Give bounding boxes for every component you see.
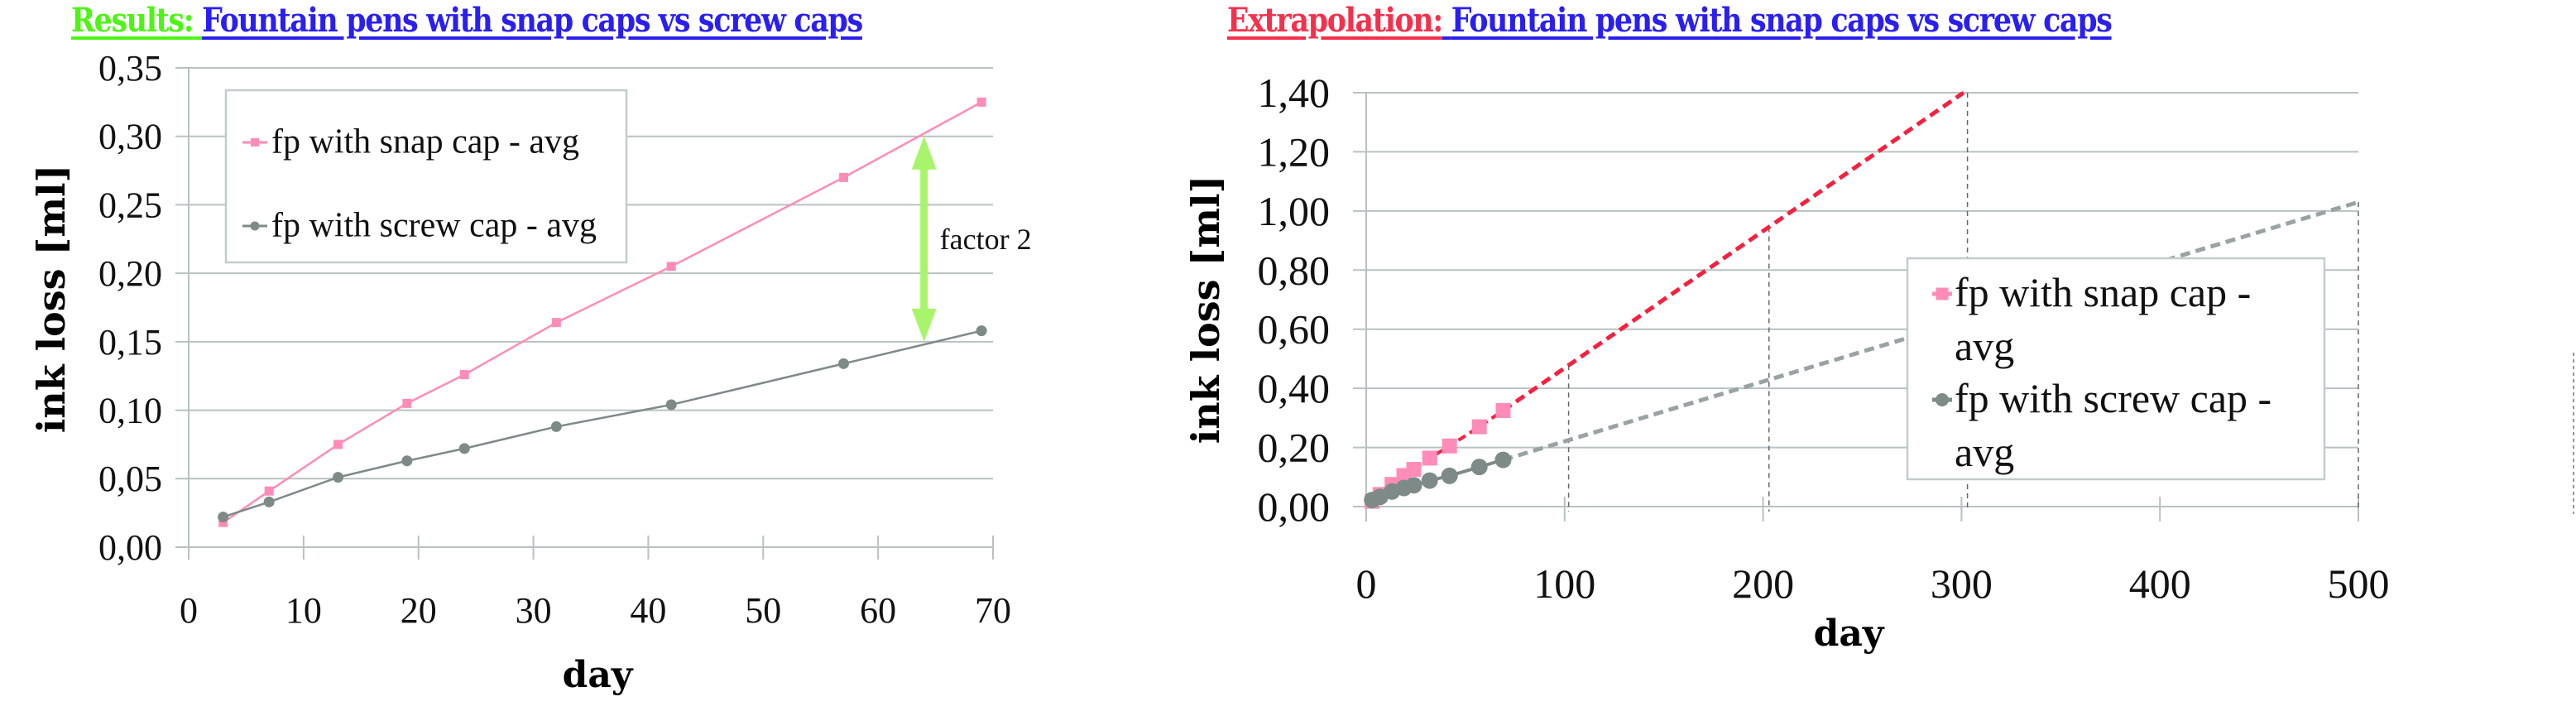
legend-label: fp with snap cap - avg	[271, 123, 579, 161]
x-tick-label: 20	[401, 590, 437, 631]
x-axis-title: day	[1814, 613, 1885, 655]
y-axis-title: ink loss [ml]	[29, 165, 74, 433]
screw-data-point	[1405, 477, 1422, 494]
legend-label: fp with screw cap - avg	[271, 207, 597, 245]
y-tick-label: 0,05	[98, 459, 162, 499]
x-tick-label: 300	[1931, 560, 1993, 607]
y-tick-label: 1,00	[1258, 188, 1331, 234]
x-tick-label: 10	[285, 590, 322, 631]
x-tick-label: 100	[1533, 560, 1595, 607]
legend-box	[224, 89, 628, 264]
factor-annotation-label: factor 2	[940, 223, 1032, 256]
screw-data-point	[333, 472, 344, 483]
legend-screw-marker-icon	[1936, 393, 1949, 406]
snap-data-point	[333, 440, 343, 449]
snap-data-point	[1406, 462, 1422, 477]
legend-label-line1: fp with screw cap -	[1955, 375, 2271, 421]
snap-extrapolation-line	[1502, 90, 1965, 412]
y-tick-label: 0,15	[98, 322, 162, 363]
x-tick-label: 50	[745, 590, 781, 631]
extrapolation-chart: 0,00 0,20 0,40 0,60 0,80 1,00 1,20 1,40 0 100 200 3…	[1183, 70, 2389, 655]
snap-data-point	[838, 172, 848, 182]
legend-screw-marker-icon	[250, 221, 260, 231]
snap-data-point	[1471, 419, 1487, 435]
legend: fp with snap cap - avg fp with screw cap -…	[1906, 257, 2326, 481]
legend-label-line1: fp with snap cap -	[1955, 269, 2251, 315]
screw-data-point	[218, 512, 229, 523]
screw-data-point	[550, 420, 562, 432]
y-tick-label: 1,20	[1258, 128, 1331, 175]
y-tick-label: 0,00	[98, 527, 162, 568]
snap-data-point	[666, 262, 676, 272]
y-tick-label: 0,40	[1258, 365, 1331, 411]
y-tick-label: 0,80	[1258, 247, 1331, 293]
screw-data-point	[1470, 459, 1488, 476]
screw-data-point	[1421, 472, 1438, 489]
legend-label-line2: avg	[1955, 323, 2014, 369]
y-tick-label: 0,10	[98, 391, 162, 431]
x-tick-label: 0	[1356, 560, 1377, 607]
legend-snap-marker-icon	[1936, 287, 1949, 300]
factor-arrow-head-down	[911, 308, 937, 342]
x-tick-label: 70	[975, 590, 1011, 631]
x-axis-title: day	[563, 654, 634, 696]
screw-data-point	[837, 358, 849, 369]
extrapolation-title-main: Fountain pens with snap caps vs screw ca…	[1451, 1, 2113, 40]
snap-data-point	[459, 370, 469, 380]
extrapolation-title-prefix: Extrapolation:	[1227, 1, 1443, 40]
y-tick-label: 1,40	[1258, 70, 1331, 116]
x-tick-label: 60	[860, 590, 896, 631]
y-tick-label: 0,20	[1258, 425, 1331, 471]
x-tick-label: 30	[516, 590, 552, 631]
screw-data-point	[665, 399, 677, 411]
legend: fp with snap cap - avg fp with screw cap …	[224, 89, 628, 264]
legend-box	[1906, 257, 2326, 481]
snap-data-point	[264, 486, 274, 496]
results-chart: 0,00 0,05 0,10 0,15 0,20 0,25 0,30 0,35 0 10 20 30 4…	[29, 48, 1032, 696]
results-title: Results: Fountain pens with snap caps vs…	[71, 0, 863, 41]
results-title-main: Fountain pens with snap caps vs screw ca…	[202, 1, 863, 40]
factor-arrow-head-up	[911, 136, 937, 170]
screw-data-point	[1494, 451, 1512, 469]
snap-data-point	[402, 398, 412, 408]
x-tick-label: 400	[2129, 560, 2191, 607]
extrapolation-title: Extrapolation: Fountain pens with snap c…	[1227, 0, 2113, 41]
y-tick-label: 0,60	[1258, 306, 1331, 353]
y-axis-title: ink loss [ml]	[1183, 175, 1228, 444]
x-tick-label: 0	[180, 590, 198, 631]
x-tick-label: 500	[2328, 560, 2390, 607]
screw-data-point	[263, 496, 275, 507]
snap-data-point	[976, 97, 986, 107]
screw-data-point	[458, 443, 470, 454]
snap-data-point	[1422, 450, 1437, 466]
legend-snap-marker-icon	[251, 138, 259, 147]
legend-label-line2: avg	[1955, 429, 2014, 475]
y-tick-label: 0,35	[98, 48, 162, 89]
y-tick-label: 0,30	[98, 117, 162, 157]
snap-data-point	[1495, 402, 1511, 418]
y-tick-label: 0,25	[98, 185, 162, 225]
screw-data-point	[401, 455, 413, 467]
y-tick-label: 0,20	[98, 253, 162, 294]
snap-data-point	[218, 517, 228, 527]
screw-data-point	[1441, 467, 1458, 484]
x-tick-label: 200	[1732, 560, 1794, 607]
snap-data-point	[1442, 438, 1457, 454]
screw-data-point	[976, 325, 987, 337]
x-tick-label: 40	[630, 590, 666, 631]
results-title-prefix: Results:	[71, 1, 194, 40]
screw-series-line	[223, 329, 982, 518]
y-tick-label: 0,00	[1258, 483, 1331, 530]
snap-data-point	[551, 318, 561, 328]
